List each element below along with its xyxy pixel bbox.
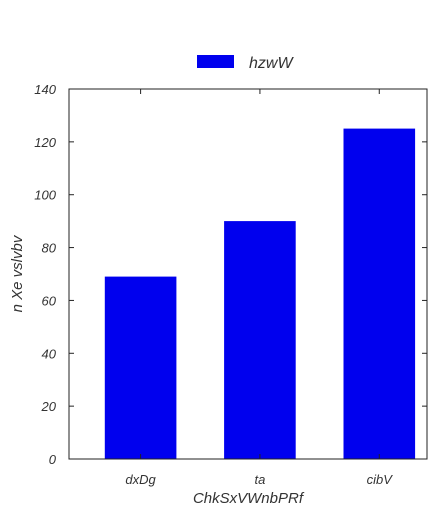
- x-tick-label: ta: [255, 472, 266, 487]
- y-tick-label: 80: [42, 241, 57, 256]
- legend-label: hzwW: [249, 55, 294, 72]
- x-axis-ticks: dxDg ta cibV: [125, 89, 393, 487]
- bar-cibV: [343, 128, 416, 459]
- y-tick-label: 140: [34, 82, 56, 97]
- bar-dxDg: [104, 276, 177, 459]
- y-axis-ticks: 0 20 40 60 80 100 120 140: [34, 82, 427, 467]
- y-tick-label: 40: [42, 346, 57, 361]
- x-tick-label: dxDg: [125, 472, 156, 487]
- y-axis-label: n Xe vslvbv: [9, 234, 26, 312]
- bar-ta: [224, 221, 296, 459]
- y-tick-label: 60: [42, 293, 57, 308]
- y-tick-label: 100: [34, 188, 56, 203]
- x-axis-label: ChkSxVWnbPRf: [193, 490, 305, 507]
- y-tick-label: 120: [34, 135, 56, 150]
- y-tick-label: 20: [41, 399, 57, 414]
- y-tick-label: 0: [49, 452, 57, 467]
- legend: hzwW: [197, 55, 294, 72]
- legend-swatch: [197, 55, 234, 68]
- plot-frame: [68, 88, 428, 460]
- x-tick-label: cibV: [367, 472, 394, 487]
- bars: [104, 128, 416, 459]
